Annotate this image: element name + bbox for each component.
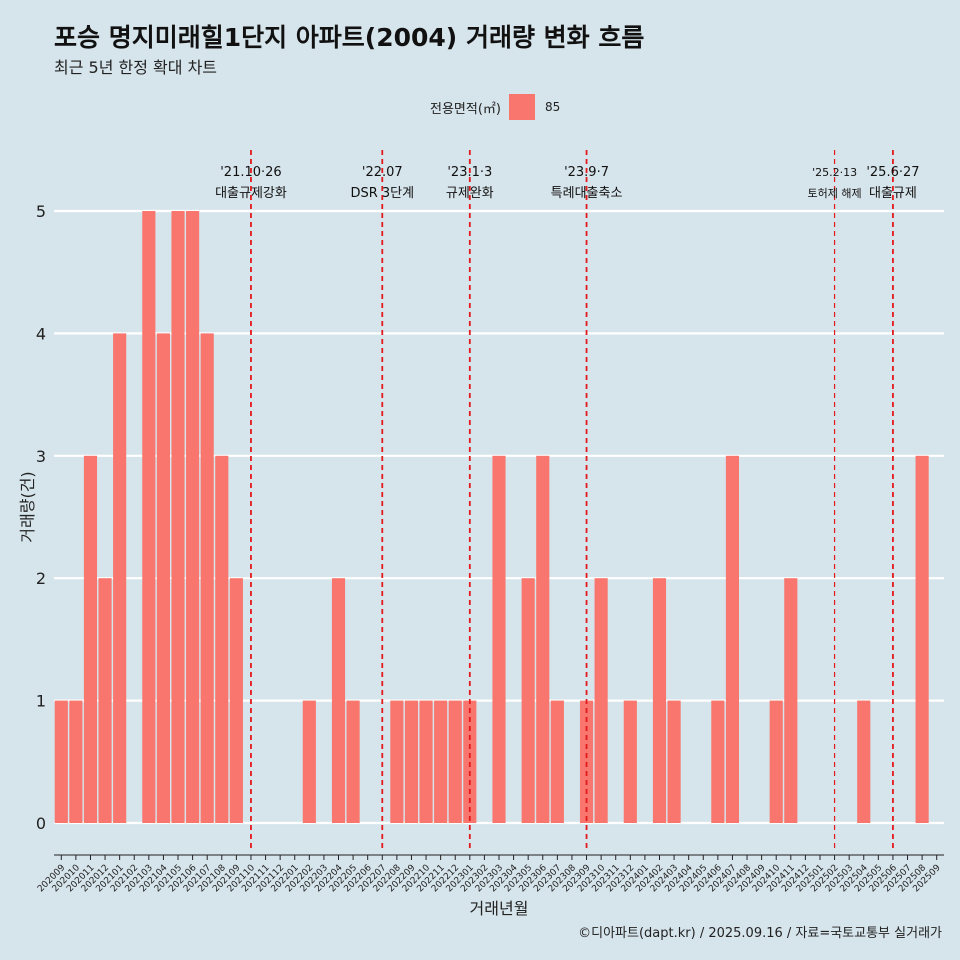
bar bbox=[536, 455, 550, 823]
bar bbox=[784, 578, 798, 823]
bar bbox=[69, 700, 83, 823]
chart-subtitle: 최근 5년 한정 확대 차트 bbox=[54, 58, 218, 77]
bar bbox=[390, 700, 404, 823]
y-axis-title: 거래량(건) bbox=[18, 471, 37, 542]
y-tick-label: 3 bbox=[36, 447, 46, 466]
event-date-label: '22.07 bbox=[362, 165, 403, 180]
bar bbox=[594, 578, 608, 823]
bar bbox=[725, 455, 740, 823]
bar bbox=[83, 455, 98, 823]
y-tick-label: 0 bbox=[36, 814, 46, 833]
event-name-label: 대출규제강화 bbox=[215, 186, 287, 201]
bar bbox=[156, 333, 170, 823]
bar bbox=[915, 455, 929, 823]
event-name-label: 대출규제 bbox=[869, 186, 917, 201]
bar bbox=[186, 211, 200, 823]
source-caption: ©디아파트(dapt.kr) / 2025.09.16 / 자료=국토교통부 실… bbox=[578, 926, 942, 941]
bar bbox=[229, 578, 243, 823]
event-name-label: 특례대출축소 bbox=[551, 186, 623, 201]
legend: 전용면적(㎡) 85 bbox=[430, 94, 560, 120]
legend-label: 85 bbox=[544, 100, 561, 114]
bar bbox=[302, 700, 316, 823]
bar bbox=[98, 578, 112, 823]
event-name-label: 규제완화 bbox=[446, 186, 494, 201]
bar bbox=[492, 455, 506, 823]
event-date-label: '25.6·27 bbox=[866, 165, 919, 180]
event-name-label: DSR 3단계 bbox=[350, 186, 414, 201]
event-date-label: '21.10·26 bbox=[220, 165, 281, 180]
bar bbox=[346, 700, 360, 823]
y-tick-label: 5 bbox=[36, 202, 46, 221]
bar bbox=[331, 578, 346, 823]
bar bbox=[579, 700, 594, 823]
bar bbox=[463, 700, 477, 823]
bar bbox=[434, 700, 448, 823]
bar bbox=[652, 578, 667, 823]
legend-key-swatch bbox=[508, 94, 535, 120]
event-name-label: 토허제 해제 bbox=[808, 186, 862, 200]
bar bbox=[448, 700, 462, 823]
bar bbox=[171, 211, 185, 823]
event-date-label: '25.2·13 bbox=[812, 166, 857, 179]
bar bbox=[623, 700, 637, 823]
bar bbox=[215, 455, 229, 823]
bar bbox=[521, 578, 535, 823]
bar bbox=[711, 700, 725, 823]
bar bbox=[142, 211, 156, 823]
x-axis-title: 거래년월 bbox=[470, 899, 529, 918]
bar bbox=[769, 700, 783, 823]
bar bbox=[113, 333, 127, 823]
event-date-label: '23.9·7 bbox=[564, 165, 609, 180]
legend-title: 전용면적(㎡) bbox=[430, 101, 501, 117]
y-tick-label: 4 bbox=[36, 324, 46, 343]
bar bbox=[404, 700, 419, 823]
bar bbox=[550, 700, 564, 823]
y-tick-label: 2 bbox=[36, 569, 46, 588]
bar bbox=[200, 333, 214, 823]
bar bbox=[54, 700, 68, 823]
bar bbox=[857, 700, 871, 823]
y-tick-label: 1 bbox=[36, 692, 46, 711]
bar bbox=[419, 700, 433, 823]
bar bbox=[667, 700, 681, 823]
chart-title: 포승 명지미래힐1단지 아파트(2004) 거래량 변화 흐름 bbox=[54, 23, 645, 52]
event-date-label: '23.1·3 bbox=[447, 165, 492, 180]
